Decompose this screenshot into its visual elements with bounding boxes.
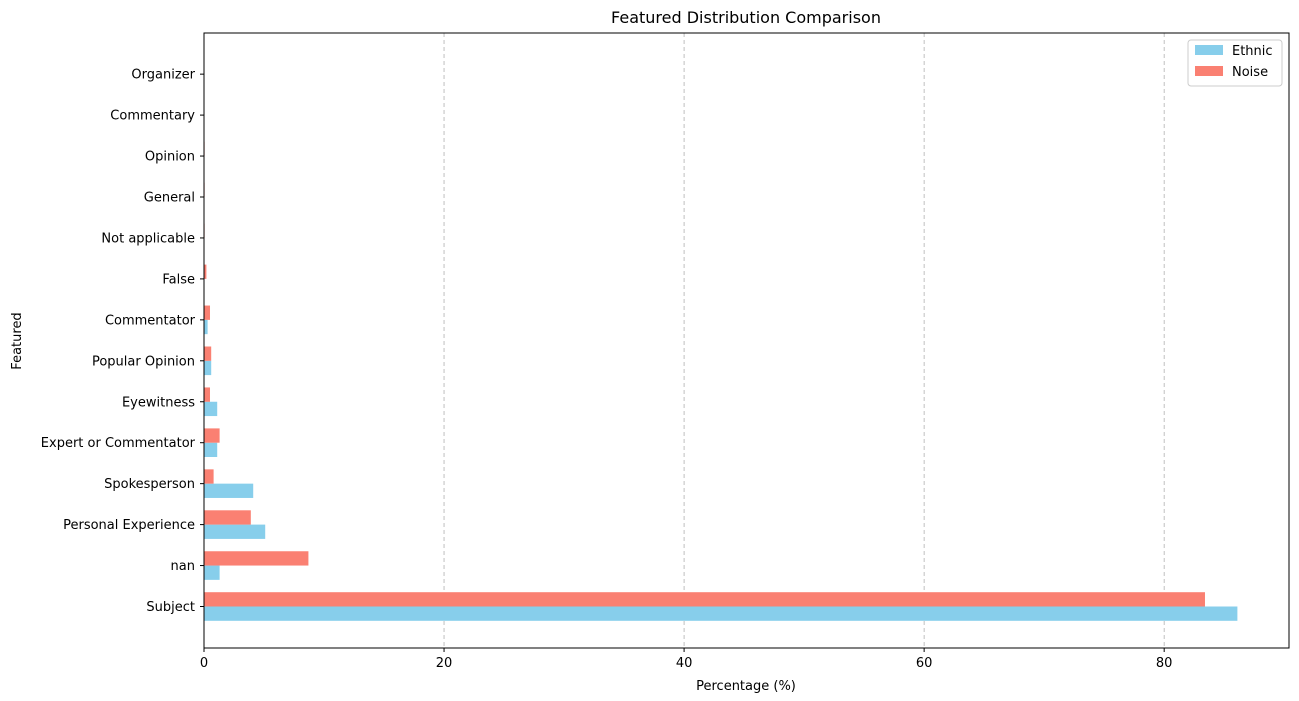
y-tick-label: Commentary bbox=[110, 109, 195, 124]
y-tick-label: Opinion bbox=[145, 150, 195, 165]
x-axis-label: Percentage (%) bbox=[696, 679, 796, 694]
bar-noise bbox=[204, 346, 212, 361]
y-tick-label: Eyewitness bbox=[122, 395, 195, 410]
y-tick-label: Not applicable bbox=[101, 231, 195, 246]
x-tick-label: 60 bbox=[916, 656, 933, 671]
legend-label-noise: Noise bbox=[1232, 65, 1268, 80]
bar-noise bbox=[204, 387, 211, 402]
y-tick-label: nan bbox=[171, 559, 195, 574]
x-tick-label: 20 bbox=[436, 656, 453, 671]
grid-lines bbox=[443, 33, 1165, 648]
y-tick-label: Organizer bbox=[131, 68, 195, 83]
x-tick-label: 0 bbox=[200, 656, 208, 671]
bar-ethnic bbox=[204, 606, 1238, 621]
legend-swatch-ethnic bbox=[1195, 45, 1223, 55]
y-tick-label: Popular Opinion bbox=[92, 354, 195, 369]
legend-swatch-noise bbox=[1195, 66, 1223, 76]
y-axis-ticks: Subject nan Personal Experience Spokesperso… bbox=[41, 68, 204, 615]
legend: Ethnic Noise bbox=[1187, 39, 1283, 87]
bar-ethnic bbox=[204, 524, 266, 539]
bar-noise bbox=[204, 305, 211, 320]
bar-ethnic bbox=[204, 401, 218, 417]
bar-ethnic bbox=[204, 483, 254, 498]
plot-frame bbox=[203, 32, 1290, 649]
y-tick-label: Personal Experience bbox=[63, 518, 195, 533]
bar-noise bbox=[204, 592, 1205, 607]
y-tick-label: Commentator bbox=[105, 313, 196, 328]
bars bbox=[204, 59, 1238, 621]
bar-noise bbox=[204, 469, 214, 484]
bar-ethnic bbox=[204, 360, 212, 376]
bar-ethnic bbox=[204, 442, 218, 457]
y-tick-label: False bbox=[162, 272, 195, 287]
y-tick-label: Spokesperson bbox=[104, 477, 195, 492]
chart-title: Featured Distribution Comparison bbox=[611, 8, 881, 27]
bar-noise bbox=[204, 428, 220, 443]
bar-ethnic bbox=[204, 565, 220, 580]
x-tick-label: 40 bbox=[676, 656, 693, 671]
y-tick-label: General bbox=[144, 191, 195, 206]
legend-label-ethnic: Ethnic bbox=[1232, 44, 1273, 59]
x-tick-label: 80 bbox=[1156, 656, 1173, 671]
x-axis-ticks: 0 20 40 60 80 bbox=[200, 648, 1173, 671]
y-axis-label: Featured bbox=[10, 312, 25, 369]
bar-ethnic bbox=[204, 319, 208, 335]
bar-noise bbox=[204, 264, 207, 279]
y-tick-label: Subject bbox=[146, 600, 195, 615]
bar-noise bbox=[204, 510, 251, 525]
y-tick-label: Expert or Commentator bbox=[41, 436, 196, 451]
bar-noise bbox=[204, 551, 309, 566]
